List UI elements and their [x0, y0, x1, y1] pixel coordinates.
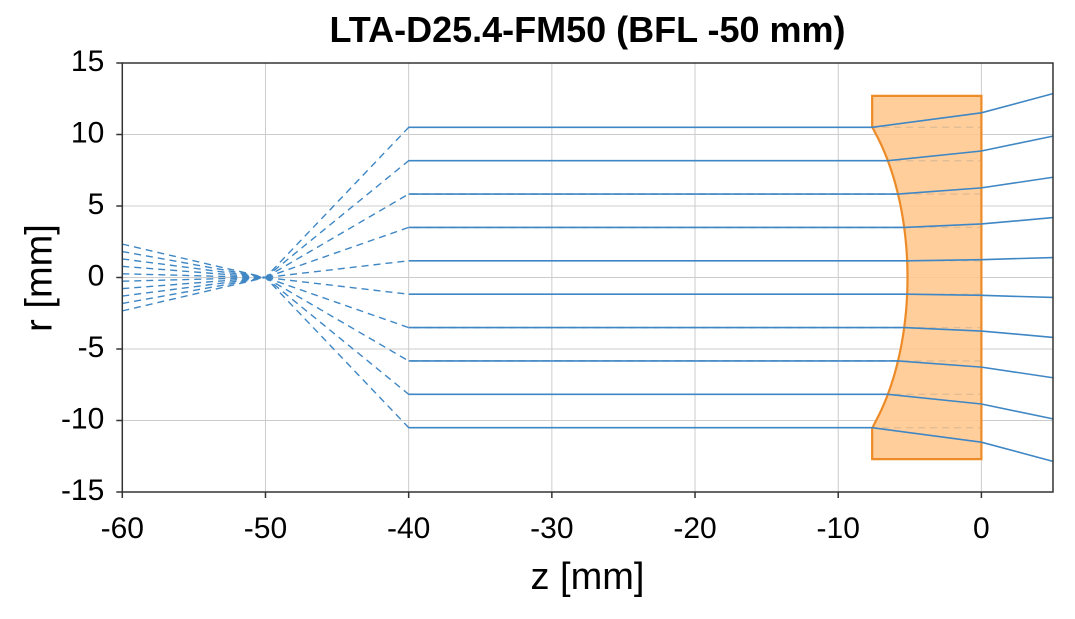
svg-text:0: 0 — [88, 260, 105, 293]
svg-text:-15: -15 — [61, 474, 104, 507]
svg-text:-60: -60 — [101, 512, 144, 545]
svg-text:-30: -30 — [530, 512, 573, 545]
svg-text:-40: -40 — [387, 512, 430, 545]
svg-text:-50: -50 — [244, 512, 287, 545]
svg-text:5: 5 — [88, 188, 105, 221]
svg-text:-20: -20 — [673, 512, 716, 545]
svg-text:-10: -10 — [61, 403, 104, 436]
svg-text:10: 10 — [71, 117, 104, 150]
svg-text:-5: -5 — [78, 331, 105, 364]
svg-text:0: 0 — [973, 512, 990, 545]
svg-text:-10: -10 — [817, 512, 860, 545]
svg-text:15: 15 — [71, 45, 104, 78]
